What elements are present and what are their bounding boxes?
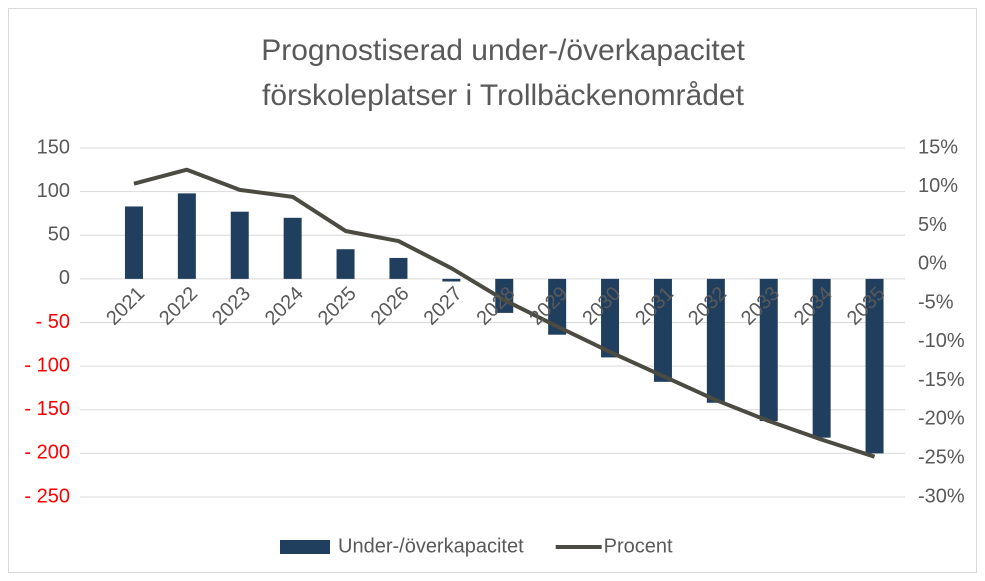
bar (653, 278, 672, 382)
line (133, 167, 876, 459)
bar (177, 193, 196, 279)
y2-tick-label: -25% (918, 447, 965, 469)
bar (283, 217, 302, 279)
bar (230, 211, 249, 279)
bar (548, 278, 567, 335)
y2-tick-label: -20% (918, 408, 965, 430)
y-tick-label: 0 (59, 267, 70, 289)
bar (124, 206, 143, 279)
y-tick-label: - 100 (24, 354, 70, 376)
bar (759, 278, 778, 422)
bar (389, 257, 408, 279)
y2-tick-label: -5% (918, 291, 954, 313)
y2-tick-label: 10% (918, 175, 958, 197)
legend-label: Procent (604, 535, 673, 557)
y-tick-label: - 50 (36, 311, 70, 333)
y-tick-label: - 200 (24, 442, 70, 464)
bar (865, 278, 884, 454)
legend-label: Under-/överkapacitet (338, 535, 524, 557)
y2-tick-label: -10% (918, 330, 965, 352)
bar (336, 249, 355, 279)
y2-tick-label: 0% (918, 253, 947, 275)
y-tick-label: 100 (37, 180, 70, 202)
y-tick-label: - 250 (24, 485, 70, 507)
y-tick-label: 50 (48, 224, 70, 246)
y2-tick-label: -15% (918, 369, 965, 391)
chart-title: förskoleplatser i Trollbäckenområdet (262, 79, 745, 112)
bar (812, 278, 831, 438)
bar (442, 278, 461, 282)
y2-tick-label: 15% (918, 136, 958, 158)
bar (601, 278, 620, 358)
y2-tick-label: -30% (918, 485, 965, 507)
bar (706, 278, 725, 403)
legend-swatch (280, 540, 330, 554)
y-tick-label: - 150 (24, 398, 70, 420)
chart-title: Prognostiserad under-/överkapacitet (261, 34, 745, 67)
y-tick-label: 150 (37, 136, 70, 158)
y2-tick-label: 5% (918, 214, 947, 236)
